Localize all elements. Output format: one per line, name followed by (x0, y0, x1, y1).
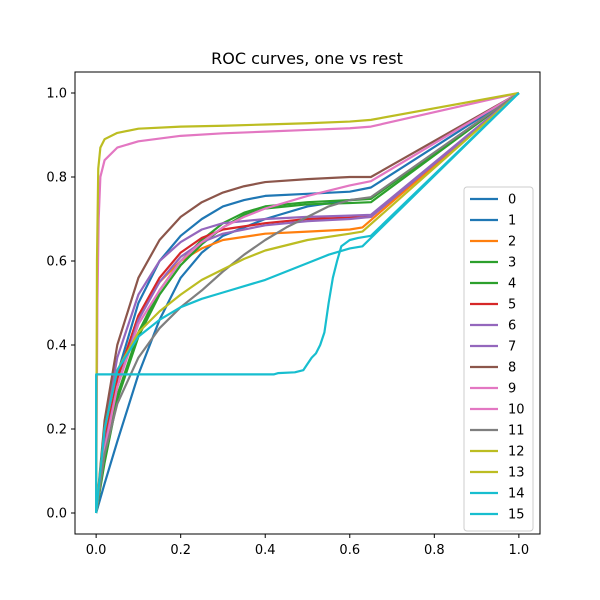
legend-label-12: 12 (508, 445, 525, 460)
legend-box (463, 186, 534, 532)
x-tick-label: 0.8 (424, 543, 445, 558)
legend-label-3: 3 (508, 256, 516, 271)
y-tick-label: 1.0 (46, 87, 67, 102)
x-tick-label: 0.2 (170, 543, 191, 558)
legend-label-6: 6 (508, 319, 516, 334)
series-line-8 (95, 92, 520, 514)
x-tick-label: 1.0 (509, 543, 530, 558)
legend-label-8: 8 (508, 361, 516, 376)
plot-lines (95, 91, 520, 514)
plot-frame (74, 71, 541, 535)
chart-title: ROC curves, one vs rest (211, 49, 403, 68)
legend-label-11: 11 (508, 424, 525, 439)
series-line-5 (95, 92, 520, 514)
legend-label-7: 7 (508, 340, 516, 355)
series-line-10 (95, 91, 520, 514)
y-tick-label: 0.8 (46, 171, 67, 186)
series-line-13 (95, 91, 520, 514)
series-line-9 (95, 92, 520, 514)
x-axis: 0.0 0.2 0.4 0.6 0.8 1.0 (86, 534, 529, 558)
legend-label-0: 0 (508, 193, 516, 208)
legend-label-1: 1 (508, 214, 516, 229)
y-tick-label: 0.6 (46, 255, 67, 270)
x-tick-label: 0.6 (339, 543, 360, 558)
series-line-4 (95, 92, 520, 514)
series-line-15 (95, 92, 520, 513)
y-tick-label: 0.2 (46, 423, 67, 438)
y-axis: 0.0 0.2 0.4 0.6 0.8 1.0 (46, 87, 75, 522)
legend-label-9: 9 (508, 382, 516, 397)
legend-label-4: 4 (508, 277, 516, 292)
x-tick-label: 0.4 (255, 543, 276, 558)
legend-label-10: 10 (508, 403, 525, 418)
legend-label-2: 2 (508, 235, 516, 250)
legend-label-15: 15 (508, 508, 525, 523)
y-tick-label: 0.0 (46, 507, 67, 522)
x-tick-label: 0.0 (86, 543, 107, 558)
legend-label-5: 5 (508, 298, 516, 313)
legend-label-14: 14 (508, 487, 525, 502)
y-tick-label: 0.4 (46, 339, 67, 354)
series-line-7 (95, 92, 520, 514)
legend-label-13: 13 (508, 466, 525, 481)
